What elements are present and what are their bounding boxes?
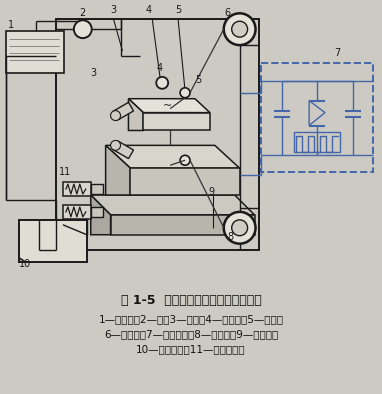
Text: 1—工作液；2—泵；3—喷嘴；4—导向器；5—工件；: 1—工作液；2—泵；3—喷嘴；4—导向器；5—工件； xyxy=(99,314,283,324)
Bar xyxy=(91,207,103,217)
Bar xyxy=(63,182,91,196)
Bar xyxy=(63,205,91,219)
Text: 图 1-5  中走丝电火花线切割加工原理: 图 1-5 中走丝电火花线切割加工原理 xyxy=(121,294,261,307)
Circle shape xyxy=(180,155,190,165)
Polygon shape xyxy=(128,99,210,113)
Polygon shape xyxy=(143,113,210,130)
Circle shape xyxy=(232,220,248,236)
Text: 4: 4 xyxy=(156,63,162,73)
Text: 2: 2 xyxy=(79,8,85,18)
Text: 3: 3 xyxy=(91,68,97,78)
Text: 10—数控装置；11—步进电动机: 10—数控装置；11—步进电动机 xyxy=(136,344,246,354)
Polygon shape xyxy=(113,141,134,159)
Text: 1: 1 xyxy=(8,20,15,30)
Bar xyxy=(56,19,259,250)
Circle shape xyxy=(74,20,92,38)
Bar xyxy=(6,31,64,73)
Text: 6—运丝筒；7—脉冲电源；8—电极丝；9—工作台；: 6—运丝筒；7—脉冲电源；8—电极丝；9—工作台； xyxy=(104,329,278,339)
Text: 8: 8 xyxy=(228,232,234,242)
Bar xyxy=(19,220,87,262)
Circle shape xyxy=(111,140,120,151)
Text: 5: 5 xyxy=(175,5,181,15)
Circle shape xyxy=(232,21,248,37)
Polygon shape xyxy=(91,195,254,215)
Polygon shape xyxy=(91,195,111,235)
Bar xyxy=(262,63,373,172)
Text: 9: 9 xyxy=(208,187,214,197)
Text: 3: 3 xyxy=(111,5,117,15)
Text: 4: 4 xyxy=(145,5,151,15)
Circle shape xyxy=(156,77,168,89)
Text: 6: 6 xyxy=(225,8,231,18)
Bar xyxy=(91,184,103,194)
Text: 11: 11 xyxy=(59,167,71,177)
Polygon shape xyxy=(113,102,134,120)
Text: 5: 5 xyxy=(195,75,201,85)
Polygon shape xyxy=(128,99,143,130)
Circle shape xyxy=(224,13,256,45)
Bar xyxy=(294,132,340,152)
Polygon shape xyxy=(106,145,130,195)
Circle shape xyxy=(180,88,190,98)
Text: 7: 7 xyxy=(334,48,340,58)
Circle shape xyxy=(224,212,256,243)
Polygon shape xyxy=(130,168,240,195)
Text: ~: ~ xyxy=(163,100,172,111)
Circle shape xyxy=(111,111,120,121)
Polygon shape xyxy=(111,215,254,235)
Text: 10: 10 xyxy=(19,260,31,269)
Polygon shape xyxy=(106,145,240,168)
